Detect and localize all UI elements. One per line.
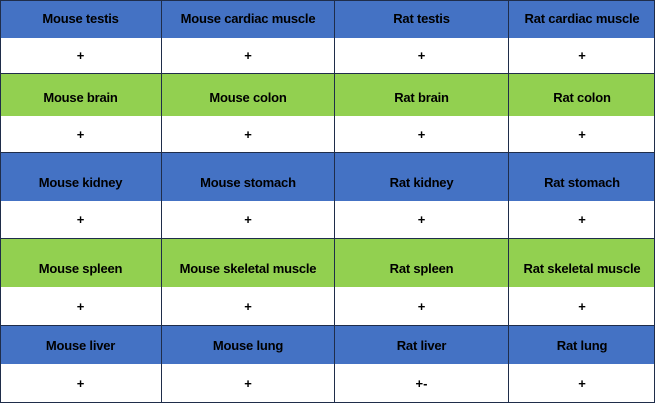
expression-value: + (334, 116, 508, 152)
expression-value: +- (334, 364, 508, 402)
expression-value: + (508, 201, 655, 238)
value-row: + + + + (0, 287, 655, 326)
tissue-label: Mouse brain (43, 90, 118, 105)
value-row: + + + + (0, 116, 655, 153)
tissue-label: Rat skeletal muscle (508, 239, 655, 287)
expression-value: + (161, 116, 334, 152)
tissue-label: Mouse colon (161, 74, 334, 116)
header-row: Mouse kidney Mouse stomach Rat kidney Rat s… (0, 153, 655, 201)
tissue-label: Mouse stomach (161, 153, 334, 201)
expression-value: + (508, 38, 655, 73)
tissue-label: Rat stomach (508, 153, 655, 201)
tissue-label: Rat brain (334, 74, 508, 116)
tissue-label: Rat liver (334, 326, 508, 364)
tissue-label: Rat spleen (334, 239, 508, 287)
tissue-label: Mouse cardiac muscle (161, 0, 334, 38)
expression-value: + (76, 126, 85, 142)
expression-value: + (76, 48, 85, 63)
tissue-label: Mouse spleen (38, 261, 123, 276)
tissue-label: Rat cardiac muscle (508, 0, 655, 38)
expression-value: + (161, 38, 334, 73)
value-row: + + + + (0, 38, 655, 74)
expression-value: + (334, 287, 508, 325)
header-row: Mouse brain Mouse colon Rat brain Rat colon (0, 74, 655, 116)
tissue-label: Rat testis (334, 0, 508, 38)
tissue-label: Rat colon (508, 74, 655, 116)
value-row: + + + + (0, 201, 655, 239)
expression-value: + (161, 364, 334, 402)
tissue-label: Rat lung (508, 326, 655, 364)
expression-value: + (76, 212, 85, 227)
expression-value: + (334, 38, 508, 73)
expression-value: + (161, 201, 334, 238)
expression-value: + (508, 364, 655, 402)
expression-value: + (508, 116, 655, 152)
tissue-label: Mouse liver (45, 338, 116, 353)
tissue-label: Mouse skeletal muscle (161, 239, 334, 287)
value-row: + + +- + (0, 364, 655, 403)
expression-value: + (334, 201, 508, 238)
expression-value: + (76, 298, 85, 314)
header-row: Mouse testis Mouse cardiac muscle Rat test… (0, 0, 655, 38)
tissue-label: Rat kidney (334, 153, 508, 201)
header-row: Mouse spleen Mouse skeletal muscle Rat spl… (0, 239, 655, 287)
expression-value: + (508, 287, 655, 325)
tissue-label: Mouse testis (42, 11, 119, 26)
tissue-label: Mouse lung (161, 326, 334, 364)
header-row: Mouse liver Mouse lung Rat liver Rat lung (0, 326, 655, 364)
tissue-label: Mouse kidney (38, 175, 123, 190)
expression-value: + (161, 287, 334, 325)
expression-value: + (76, 375, 85, 391)
